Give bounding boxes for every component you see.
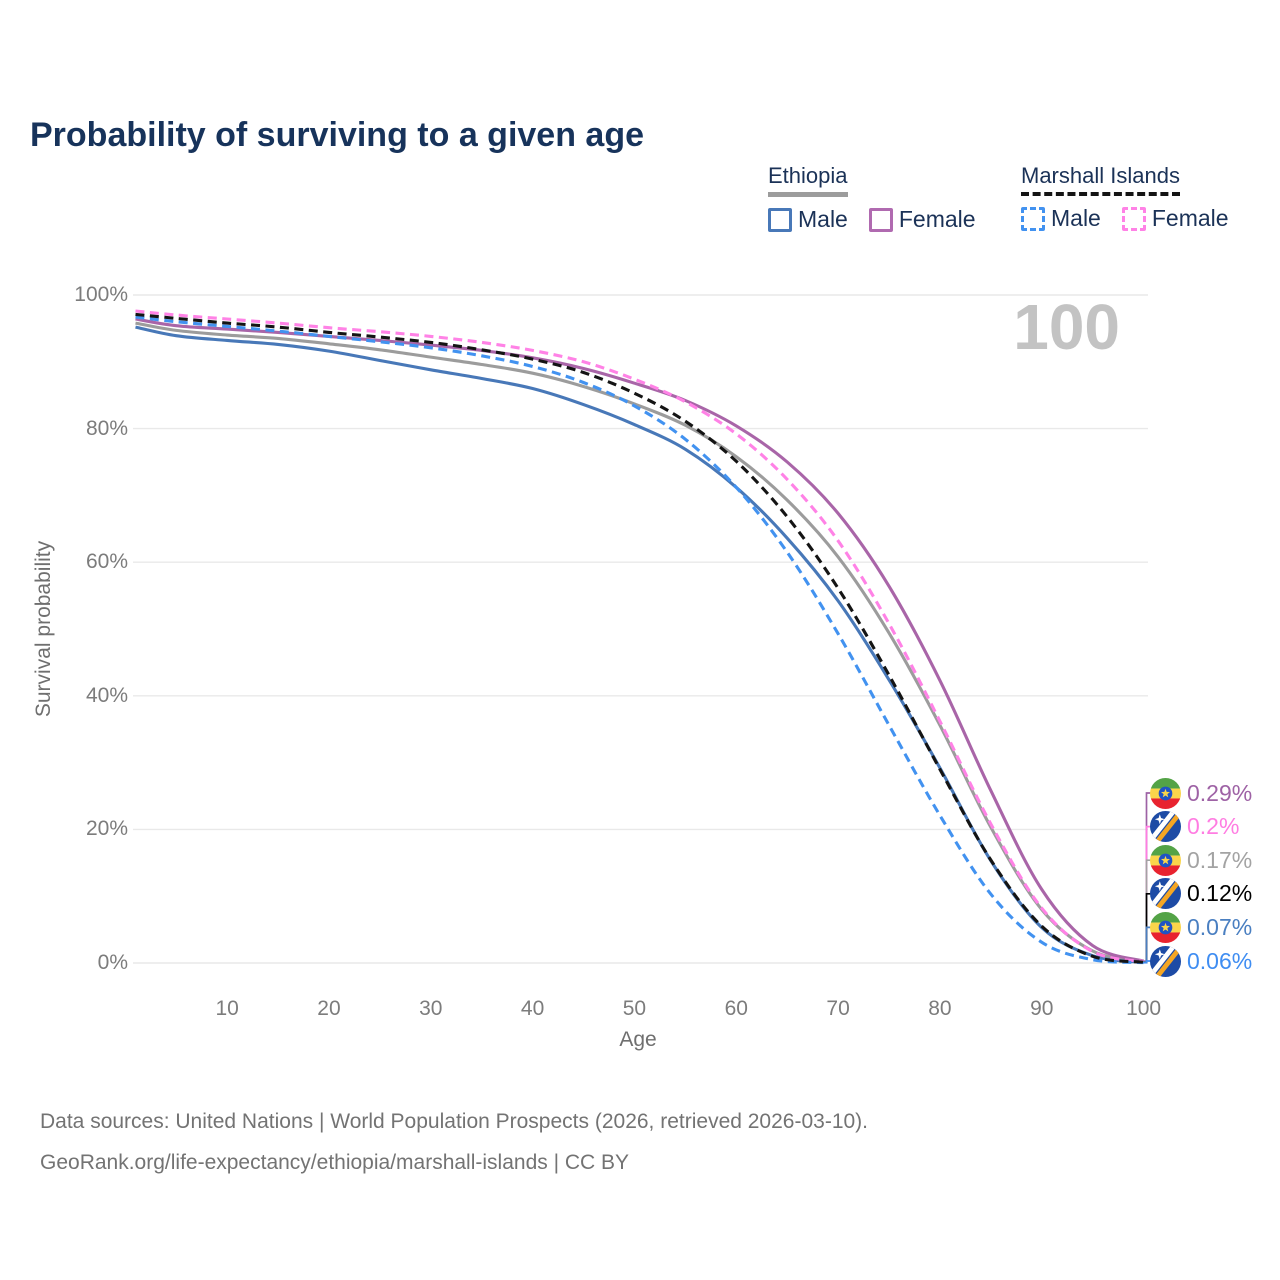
end-label-ethiopia-male: 0.07% [1150, 910, 1252, 944]
end-label-ethiopia-both-sexes: 0.17% [1150, 843, 1252, 877]
x-tick-10: 10 [215, 997, 239, 1020]
survival-probability-chart[interactable]: 100 10 20 30 40 50 60 70 80 90 100 0% 20% 40% 60% 80% 1… [0, 0, 1280, 1080]
y-tick-0: 0% [97, 951, 128, 974]
legend-label-marshall-islands-female: Female [1151, 205, 1229, 231]
end-label-value: 0.12% [1187, 880, 1253, 907]
end-label-connector-marshall-islands-male [1143, 960, 1152, 964]
end-label-value: 0.07% [1187, 913, 1253, 940]
legend-title-marshall-islands[interactable]: Marshall Islands [1021, 163, 1180, 196]
x-tick-50: 50 [622, 997, 647, 1020]
end-label-value: 0.29% [1187, 779, 1253, 806]
legend-label-ethiopia-female: Female [898, 206, 976, 232]
marshall-islands-flag-icon [1150, 878, 1181, 910]
y-tick-60: 60% [85, 550, 128, 574]
marshall-islands-flag-icon [1150, 811, 1181, 843]
page-title: Probability of surviving to a given age [30, 115, 645, 154]
end-label-marshall-islands-female: 0.2% [1150, 810, 1239, 844]
source-line-2: GeoRank.org/life-expectancy/ethiopia/mar… [40, 1151, 630, 1174]
end-label-value: 0.17% [1187, 846, 1253, 873]
plot-canvas [133, 294, 1152, 965]
x-tick-80: 80 [928, 997, 952, 1020]
line-ethiopia-female [135, 317, 1145, 963]
line-ethiopia-male [135, 325, 1144, 965]
legend-group-marshall-islands: Marshall Islands Male Female [1021, 163, 1250, 232]
end-label-ethiopia-female: 0.29% [1150, 776, 1252, 810]
legend: Ethiopia Male Female Marshall Islands Male Fe… [0, 163, 1280, 243]
x-tick-30: 30 [419, 997, 443, 1020]
source-text: Data sources: United Nations | World Pop… [40, 1101, 868, 1183]
x-tick-40: 40 [520, 997, 545, 1020]
line-marshall-islands-female [135, 309, 1144, 964]
legend-label-ethiopia-male: Male [798, 206, 848, 232]
legend-swatch-marshall-islands-female[interactable] [1121, 206, 1146, 231]
y-tick-20: 20% [85, 817, 128, 841]
legend-label-marshall-islands-male: Male [1051, 205, 1101, 231]
y-tick-100: 100% [74, 283, 128, 306]
legend-swatch-ethiopia-male[interactable] [768, 207, 792, 232]
ethiopia-flag-icon [1150, 844, 1181, 876]
end-label-value: 0.06% [1187, 947, 1253, 974]
ethiopia-flag-icon [1150, 777, 1181, 809]
x-tick-90: 90 [1030, 997, 1054, 1020]
x-tick-70: 70 [826, 997, 850, 1020]
x-tick-20: 20 [317, 997, 341, 1020]
line-ethiopia-both-sexes [135, 321, 1144, 964]
legend-swatch-marshall-islands-male[interactable] [1021, 206, 1045, 231]
y-tick-40: 40% [85, 683, 128, 707]
legend-swatch-ethiopia-female[interactable] [868, 207, 893, 232]
legend-title-ethiopia[interactable]: Ethiopia [768, 163, 848, 197]
y-axis-title: Survival probability [32, 540, 55, 718]
x-tick-100: 100 [1126, 997, 1162, 1020]
source-line-1: Data sources: United Nations | World Pop… [40, 1110, 869, 1133]
marshall-islands-flag-icon [1150, 945, 1181, 977]
end-label-marshall-islands-both-sexes: 0.12% [1150, 877, 1252, 911]
end-label-marshall-islands-male: 0.06% [1150, 944, 1252, 978]
end-label-value: 0.2% [1187, 813, 1240, 840]
line-marshall-islands-male [135, 315, 1144, 965]
legend-group-ethiopia: Ethiopia Male Female [768, 163, 997, 233]
ethiopia-flag-icon [1150, 911, 1181, 943]
line-marshall-islands-both-sexes [135, 312, 1144, 964]
x-tick-60: 60 [724, 997, 748, 1020]
x-axis-title: Age [619, 1028, 657, 1051]
y-tick-80: 80% [85, 416, 128, 440]
hovered-age-watermark: 100 [1013, 291, 1120, 363]
